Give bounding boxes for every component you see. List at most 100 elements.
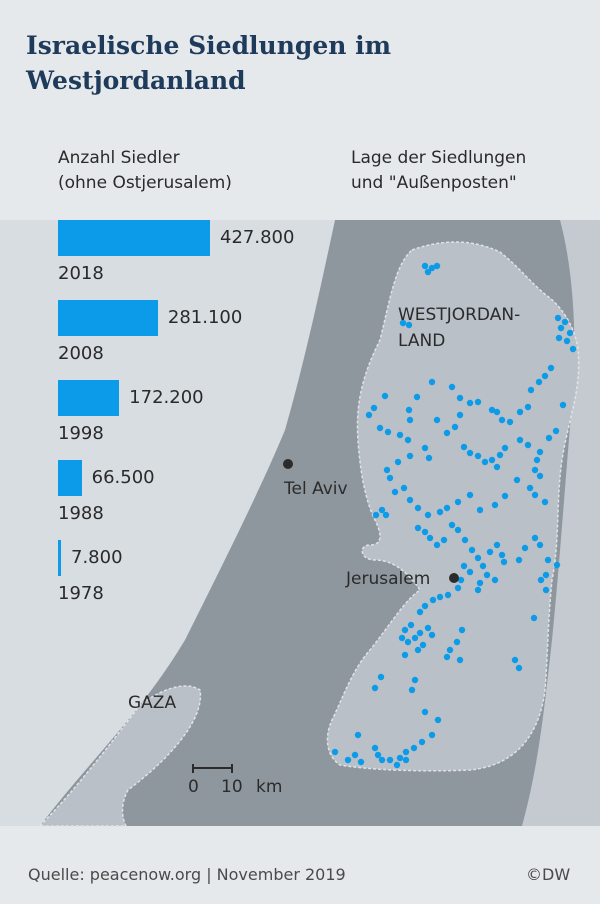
west-bank-label: WESTJORDAN- LAND	[398, 302, 520, 354]
map-heading-line-2: und "Außenposten"	[351, 173, 517, 193]
settlement-dot	[479, 562, 487, 570]
settlement-dot	[521, 544, 529, 552]
settlement-dot	[331, 748, 339, 756]
settlement-dot	[511, 656, 519, 664]
settlement-dot	[404, 638, 412, 646]
scale-unit-label: km	[256, 777, 283, 797]
settlement-dot	[542, 571, 550, 579]
settlement-dot	[424, 624, 432, 632]
settlement-dot	[443, 653, 451, 661]
settlement-dot	[416, 629, 424, 637]
settlement-dot	[493, 408, 501, 416]
tel-aviv-marker	[283, 459, 293, 469]
bar-value-label: 7.800	[71, 547, 123, 568]
settlement-dot	[421, 262, 429, 270]
settlement-dot	[443, 429, 451, 437]
settlement-dot	[407, 621, 415, 629]
settlement-dot	[536, 472, 544, 480]
settlement-dot	[496, 451, 504, 459]
settlement-dot	[527, 386, 535, 394]
scale-end-label: 10	[221, 777, 243, 797]
settlement-dot	[533, 456, 541, 464]
source-note: Quelle: peacenow.org | November 2019	[28, 865, 346, 884]
settlement-dot	[466, 449, 474, 457]
settlement-dot	[406, 416, 414, 424]
settlement-dot	[371, 684, 379, 692]
jerusalem-marker	[449, 573, 459, 583]
settlement-dot	[553, 561, 561, 569]
settlement-dot	[454, 526, 462, 534]
title-line-2: Westjordanland	[26, 66, 246, 95]
map-heading: Lage der Siedlungen und "Außenposten"	[351, 146, 526, 196]
settlement-dot	[561, 318, 569, 326]
settlement-dot	[419, 641, 427, 649]
settlement-dot	[344, 756, 352, 764]
settlement-dot	[476, 506, 484, 514]
bar-category-label: 1998	[58, 423, 104, 444]
bar-category-label: 2008	[58, 343, 104, 364]
settlement-dot	[381, 392, 389, 400]
settlement-dot	[555, 334, 563, 342]
scale-start-label: 0	[188, 777, 199, 797]
page-title: Israelische Siedlungen im Westjordanland	[26, 28, 586, 98]
settlement-dot	[410, 744, 418, 752]
settlement-dot	[566, 329, 574, 337]
bar-category-label: 2018	[58, 263, 104, 284]
gaza-strip	[38, 685, 202, 827]
settlement-dot	[552, 427, 560, 435]
settlement-dot	[516, 408, 524, 416]
settlement-dot	[513, 476, 521, 484]
settlement-dot	[421, 528, 429, 536]
settlement-dot	[491, 501, 499, 509]
settlement-dot	[354, 731, 362, 739]
settlement-dot	[428, 631, 436, 639]
settlement-dot	[372, 511, 380, 519]
chart-subtitle: Anzahl Siedler (ohne Ostjerusalem)	[58, 146, 232, 196]
title-line-1: Israelische Siedlungen im	[26, 31, 392, 60]
settlement-dot	[402, 748, 410, 756]
settlement-dot	[536, 541, 544, 549]
settlement-dot	[474, 554, 482, 562]
settlement-dot	[378, 506, 386, 514]
settlement-dot	[541, 372, 549, 380]
settlement-dot	[456, 394, 464, 402]
settlement-dot	[428, 264, 436, 272]
west-bank-label-line-1: WESTJORDAN-	[398, 305, 521, 325]
settlement-dot	[406, 496, 414, 504]
settlement-dot	[386, 474, 394, 482]
settlement-dot	[531, 534, 539, 542]
settlement-dot	[476, 579, 484, 587]
settlement-dot	[488, 456, 496, 464]
settlement-dot	[406, 452, 414, 460]
settlement-dot	[491, 576, 499, 584]
settlement-dot	[425, 454, 433, 462]
settlement-dot	[421, 444, 429, 452]
settlement-dot	[446, 646, 454, 654]
settlement-dot	[488, 406, 496, 414]
settlement-dot	[433, 262, 441, 270]
settlement-dot	[428, 378, 436, 386]
settlement-dot	[414, 646, 422, 654]
settlement-dot	[402, 756, 410, 764]
settlement-dot	[391, 488, 399, 496]
settlement-dot	[454, 584, 462, 592]
settlement-dot	[481, 458, 489, 466]
settlement-dot	[434, 716, 442, 724]
settlement-dot	[357, 758, 365, 766]
map-heading-line-1: Lage der Siedlungen	[351, 148, 527, 168]
settlement-dot	[461, 536, 469, 544]
settlement-dot	[554, 314, 562, 322]
settlement-dot	[370, 404, 378, 412]
settlement-dot	[466, 568, 474, 576]
settlement-dot	[436, 508, 444, 516]
jordan	[522, 220, 600, 826]
settlement-dot	[460, 562, 468, 570]
settlement-dot	[376, 424, 384, 432]
bar-value-label: 66.500	[91, 467, 155, 488]
settlement-dot	[448, 521, 456, 529]
settlement-dot	[440, 536, 448, 544]
settlement-dot	[454, 498, 462, 506]
settlement-dot	[515, 664, 523, 672]
settlement-dot	[401, 651, 409, 659]
settlement-dot	[545, 434, 553, 442]
